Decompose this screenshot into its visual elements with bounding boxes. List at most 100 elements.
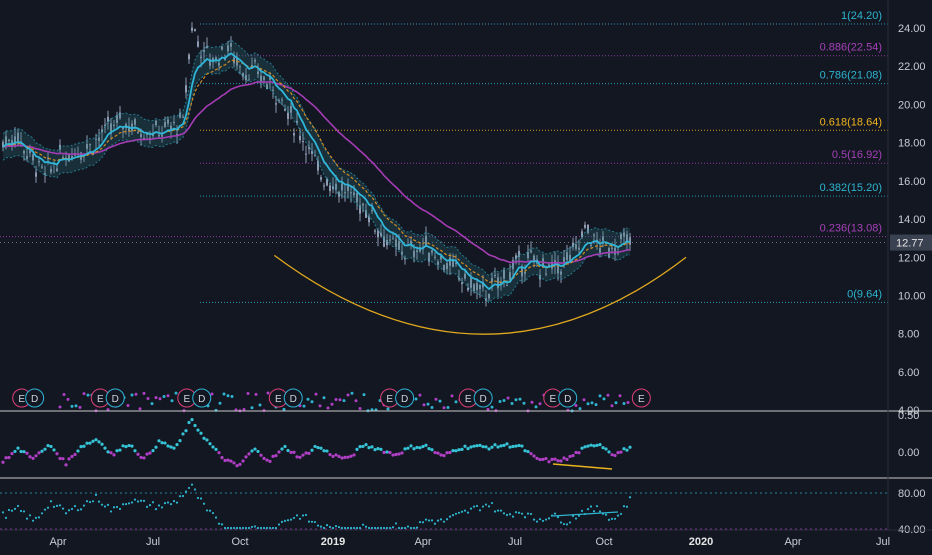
volume-dot bbox=[162, 394, 166, 398]
oscillator1-dot bbox=[511, 444, 515, 449]
volume-dot bbox=[582, 398, 586, 402]
dividend-marker[interactable] bbox=[192, 388, 212, 408]
volume-dot bbox=[590, 401, 594, 405]
candle-body bbox=[353, 192, 355, 195]
oscillator2-dot bbox=[97, 500, 101, 503]
candle-body bbox=[221, 46, 223, 50]
oscillator1-dot bbox=[193, 423, 197, 428]
candle-body bbox=[305, 153, 307, 155]
candle-body bbox=[38, 161, 40, 163]
candle-body bbox=[476, 282, 478, 291]
oscillator2-dot bbox=[292, 516, 296, 520]
oscillator2-dot bbox=[556, 516, 560, 519]
volume-dot bbox=[354, 399, 358, 403]
time-axis-tick-label: Oct bbox=[231, 536, 248, 548]
oscillator2-dot bbox=[109, 510, 113, 513]
volume-dot bbox=[330, 402, 334, 406]
oscillator1-dot bbox=[214, 447, 218, 451]
candle-body bbox=[134, 119, 136, 125]
oscillator1-dot bbox=[289, 450, 293, 454]
candle-body bbox=[590, 244, 592, 247]
dividend-marker[interactable] bbox=[25, 388, 45, 408]
price-axis-tick-label: 12.00 bbox=[898, 252, 926, 264]
divergence-line bbox=[552, 463, 613, 470]
oscillator1-dot bbox=[376, 447, 380, 451]
oscillator2-dot bbox=[157, 504, 161, 507]
candle-body bbox=[272, 89, 274, 91]
oscillator2-dot bbox=[532, 518, 536, 521]
oscillator1-dot bbox=[340, 456, 344, 460]
oscillator2-dot bbox=[541, 519, 545, 523]
volume-dot bbox=[322, 396, 326, 400]
candle-body bbox=[386, 239, 388, 246]
volume-dot bbox=[314, 392, 318, 396]
oscillator1-dot bbox=[337, 454, 341, 459]
oscillator1-dot bbox=[466, 447, 470, 451]
dividend-marker[interactable] bbox=[473, 388, 493, 408]
oscillator1-dot bbox=[394, 452, 398, 457]
candle-body bbox=[332, 186, 334, 190]
volume-dot bbox=[510, 401, 514, 405]
candle-body bbox=[107, 116, 109, 122]
oscillator1-dot bbox=[478, 443, 482, 447]
dividend-marker[interactable] bbox=[283, 388, 303, 408]
candle-body bbox=[437, 261, 439, 265]
oscillator2-dot bbox=[415, 526, 419, 529]
candle-body bbox=[269, 75, 271, 80]
candle-body bbox=[458, 277, 460, 280]
oscillator1-dot bbox=[118, 448, 122, 452]
oscillator1-dot bbox=[361, 444, 365, 449]
oscillator2-dot bbox=[121, 503, 125, 506]
candle-body bbox=[467, 288, 469, 291]
oscillator2-dot bbox=[475, 504, 479, 508]
candle-body bbox=[479, 284, 481, 290]
event-marker-label: E bbox=[97, 394, 104, 405]
candle-body bbox=[11, 140, 13, 146]
oscillator1-dot bbox=[136, 452, 140, 456]
candle-body bbox=[566, 252, 568, 260]
oscillator2-dot bbox=[61, 507, 65, 510]
price-axis-tick-label: 16.00 bbox=[898, 176, 926, 188]
oscillator1-dot bbox=[157, 439, 161, 443]
oscillator1-dot bbox=[40, 449, 44, 453]
volume-dot bbox=[346, 393, 350, 397]
oscillator1-dot bbox=[574, 450, 578, 455]
candle-body bbox=[296, 120, 298, 123]
oscillator2-dot bbox=[238, 526, 242, 530]
oscillator1-dot bbox=[550, 457, 554, 461]
volume-dot bbox=[358, 406, 362, 410]
volume-dot bbox=[174, 391, 178, 395]
candle-body bbox=[110, 123, 112, 134]
volume-dot bbox=[606, 393, 610, 397]
oscillator1-dot bbox=[286, 448, 290, 453]
volume-dot bbox=[326, 406, 330, 410]
candle-body bbox=[569, 255, 571, 262]
oscillator2-dot bbox=[436, 519, 440, 522]
oscillator1-dot bbox=[139, 455, 143, 460]
volume-dot bbox=[622, 402, 626, 406]
oscillator2-dot bbox=[526, 512, 530, 515]
earnings-marker[interactable] bbox=[631, 388, 651, 408]
volume-dot bbox=[170, 399, 174, 403]
oscillator1-dot bbox=[154, 445, 158, 449]
oscillator2-dot bbox=[49, 500, 53, 503]
oscillator2-dot bbox=[247, 526, 251, 530]
oscillator1-dot bbox=[145, 452, 149, 456]
oscillator1-dot bbox=[625, 448, 629, 452]
time-axis-tick-label: Apr bbox=[49, 536, 66, 548]
price-axis-tick-label: 8.00 bbox=[898, 329, 919, 341]
price-axis-tick-label: 20.00 bbox=[898, 99, 926, 111]
candle-body bbox=[218, 62, 220, 66]
candle-body bbox=[119, 112, 121, 119]
oscillator2-dot bbox=[223, 526, 227, 530]
dividend-marker[interactable] bbox=[558, 388, 578, 408]
oscillator2-dot bbox=[478, 509, 482, 512]
oscillator1-dot bbox=[115, 449, 119, 453]
time-axis-tick-label: Jul bbox=[876, 536, 890, 548]
dividend-marker[interactable] bbox=[105, 388, 125, 408]
oscillator2-dot bbox=[10, 509, 14, 512]
dividend-marker[interactable] bbox=[395, 388, 415, 408]
candle-body bbox=[197, 41, 199, 47]
oscillator1-dot bbox=[472, 444, 476, 448]
